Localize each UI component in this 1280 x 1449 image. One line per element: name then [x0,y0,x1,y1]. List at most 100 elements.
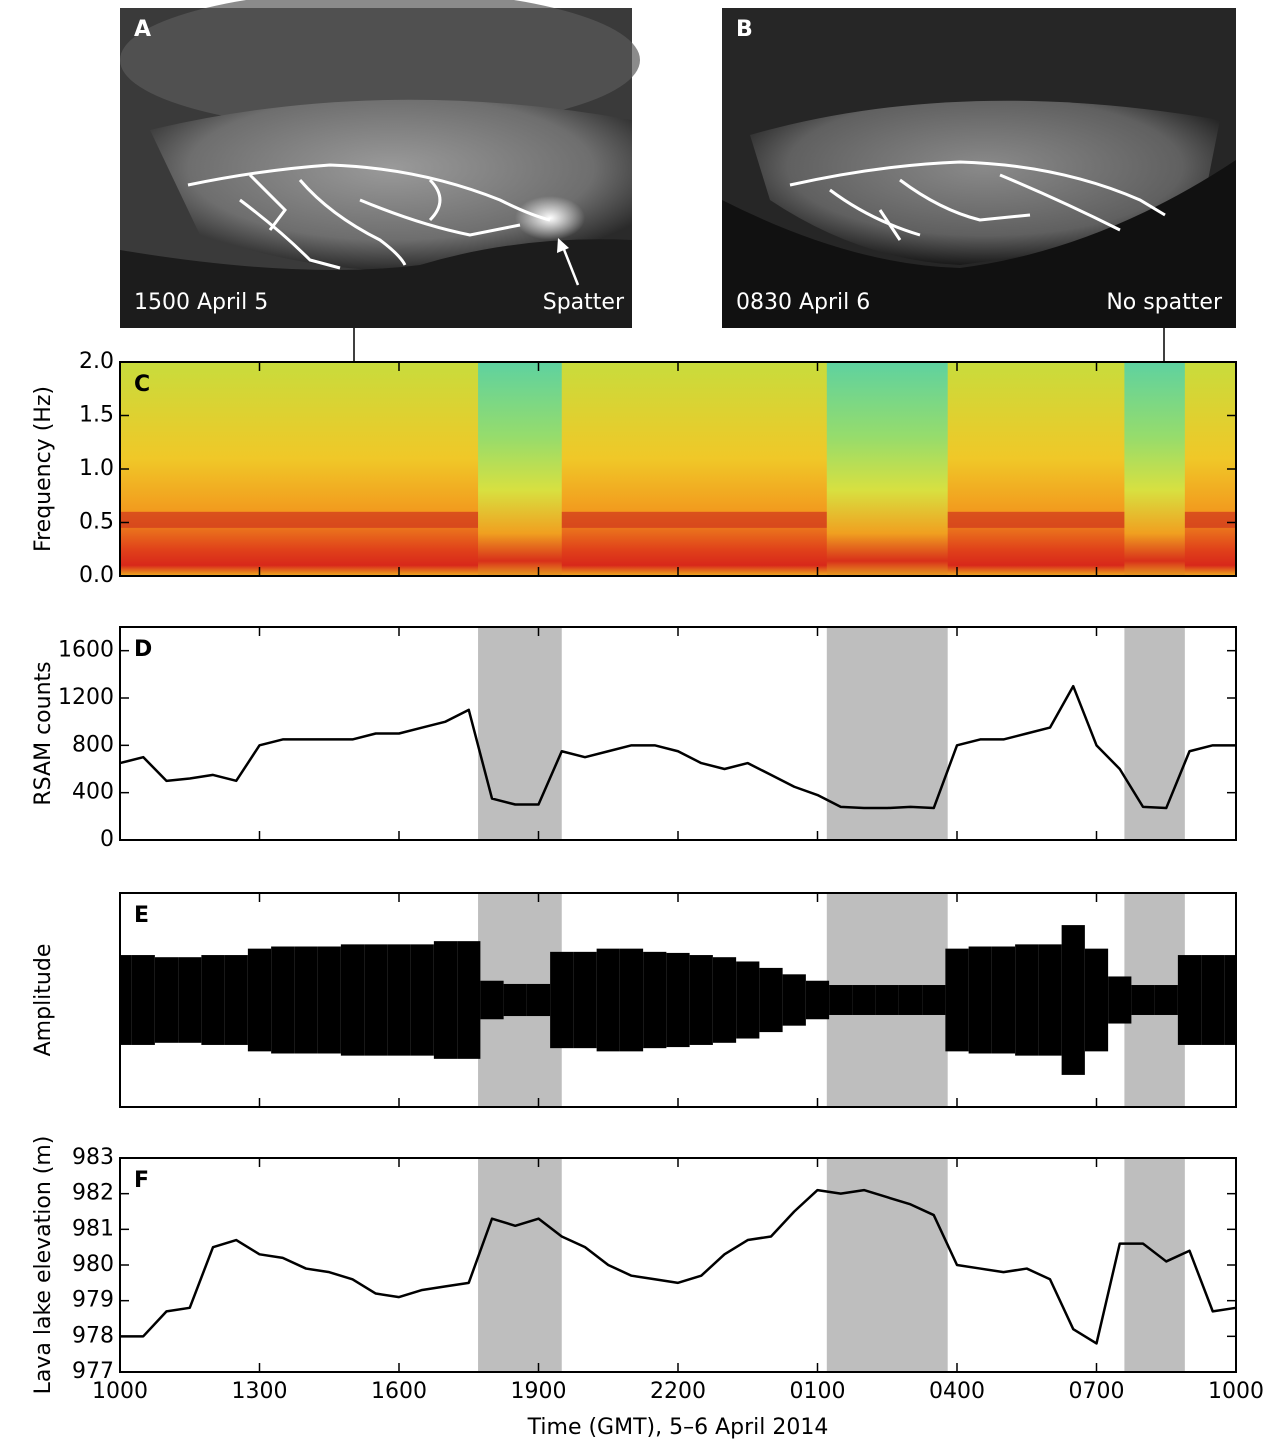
cracks [187,163,551,270]
photo-letter: A [134,17,151,42]
amplitude-envelope [782,974,806,1026]
amplitude-envelope [410,944,434,1056]
amplitude-envelope [712,957,737,1043]
x-tick-label: 1300 [232,1379,288,1404]
y-axis-label: Lava lake elevation (m) [31,1136,56,1395]
amplitude-envelope [1177,955,1202,1045]
photo-a: A 1500 April 5 Spatter [120,0,640,328]
photo-letter: B [736,17,753,42]
amplitude-envelope [317,946,341,1054]
plot-frame [119,626,1237,841]
shaded-interval [826,1158,948,1372]
amplitude-envelope [1084,948,1109,1052]
amplitude-envelope [503,983,527,1017]
y-axis-label: Frequency (Hz) [31,386,56,552]
amplitude-envelope [922,985,946,1015]
y-axis-label: RSAM counts [31,661,56,805]
amplitude-envelope [666,952,690,1048]
cracks [789,160,1166,241]
photo-note: No spatter [1106,290,1223,315]
amplitude-envelope [852,985,876,1015]
amplitude-envelope [1015,944,1039,1056]
amplitude-envelope [247,948,272,1052]
amplitude-envelope [643,951,667,1049]
amplitude-envelope [480,980,504,1020]
y-tick-label: 982 [72,1181,114,1206]
amplitude-envelope [178,957,202,1043]
amplitude-envelope [1131,985,1155,1015]
plume [120,0,640,130]
amplitude-envelope [805,980,830,1020]
amplitude-envelope [759,967,783,1033]
panel: 0 400 800 1200 1600 D RSAM counts [31,626,1237,852]
y-tick-label: 983 [72,1145,114,1170]
amplitude-envelope [1061,925,1085,1075]
x-tick-label: 1600 [371,1379,427,1404]
amplitude-envelope [364,944,388,1056]
panel-letter: F [134,1168,149,1193]
y-tick-label: 400 [72,780,114,805]
panel-letter: C [134,372,150,397]
y-tick-label: 1.5 [79,403,114,428]
panel-letter: E [134,903,149,928]
crater-rim [722,160,1236,328]
amplitude-envelope [596,948,620,1052]
x-tick-label: 0100 [790,1379,846,1404]
amplitude-envelope [550,951,574,1049]
arrow [561,246,580,286]
amplitude-envelope [433,941,458,1059]
y-tick-label: 1600 [58,638,114,663]
amplitude-envelope [945,948,969,1052]
photo-b: B 0830 April 6 No spatter [722,8,1236,328]
amplitude-envelope [829,985,853,1015]
y-tick-label: 800 [72,732,114,757]
amplitude-envelope [736,961,760,1039]
amplitude-envelope [294,946,318,1054]
shaded-interval [1124,627,1185,840]
amplitude-envelope [387,944,411,1056]
shaded-interval [1124,1158,1185,1372]
quiet-interval [478,362,562,576]
amplitude-envelope [898,985,923,1015]
y-tick-label: 977 [72,1359,114,1384]
panel: E Amplitude [31,892,1237,1108]
y-tick-label: 0.5 [79,510,114,535]
amplitude-envelope [120,955,132,1045]
shaded-interval [478,627,562,840]
photo-note: Spatter [543,290,625,315]
plot-frame [119,1157,1237,1373]
photo-time: 1500 April 5 [134,290,268,315]
amplitude-envelope [154,957,179,1043]
amplitude-envelope [1224,955,1236,1045]
spatter-glow [515,196,585,240]
y-axis-label: Amplitude [31,944,56,1057]
x-tick-label: 0400 [929,1379,985,1404]
y-tick-label: 979 [72,1288,114,1313]
amplitude-envelope [526,983,551,1017]
shaded-interval [478,1158,562,1372]
amplitude-envelope [271,946,295,1054]
x-tick-label: 0700 [1069,1379,1125,1404]
amplitude-envelope [991,946,1016,1054]
amplitude-envelope [1201,955,1225,1045]
panel: 977 978 979 980 981 982 983 1000 1300 1600 1900 220… [31,1136,1264,1404]
y-tick-label: 1.0 [79,456,114,481]
x-tick-label: 1900 [511,1379,567,1404]
y-tick-label: 980 [72,1252,114,1277]
amplitude-envelope [619,948,644,1052]
amplitude-envelope [968,946,992,1054]
data-line [120,1188,1237,1345]
shaded-interval [826,627,948,840]
amplitude-envelope [689,955,713,1045]
amplitude-envelope [340,944,365,1056]
amplitude-envelope [875,985,899,1015]
amplitude-envelope [1154,985,1178,1015]
quiet-interval [1124,362,1185,576]
crater-rim [120,239,632,328]
panel: 0.0 0.5 1.0 1.5 2.0 C Frequency (Hz) [31,349,1237,588]
photo-time: 0830 April 6 [736,290,870,315]
amplitude-envelope [573,951,597,1049]
y-tick-label: 1200 [58,685,114,710]
